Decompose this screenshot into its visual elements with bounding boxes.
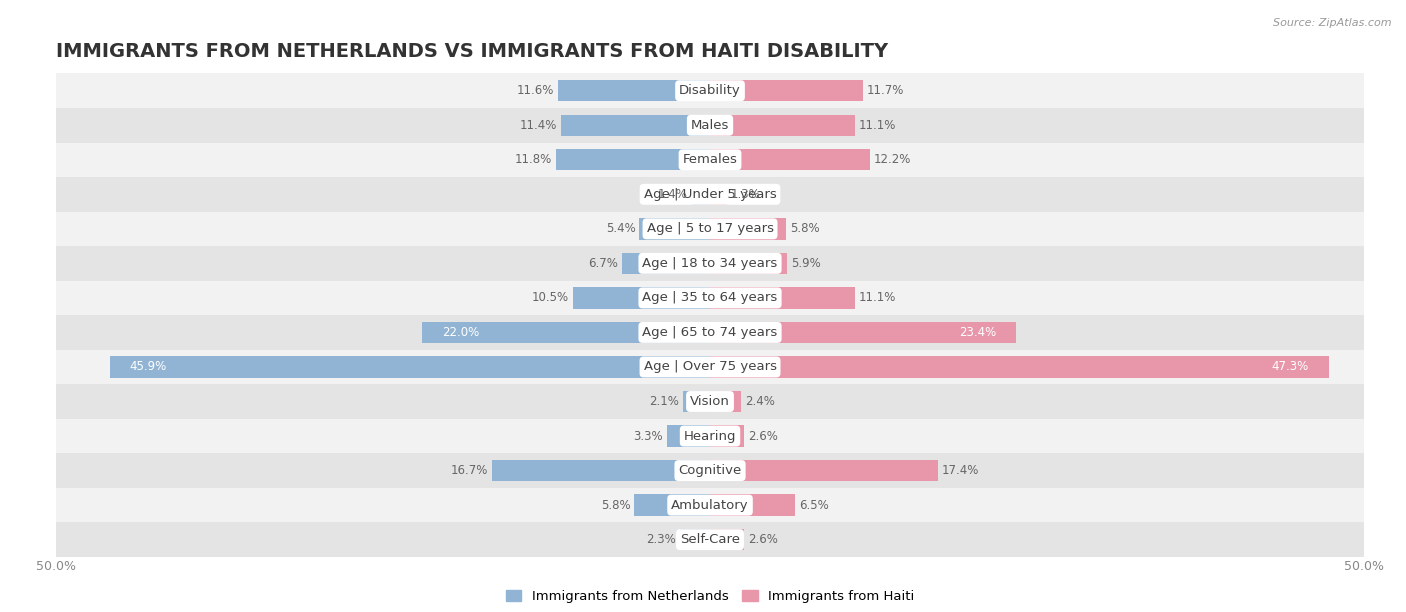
Text: Source: ZipAtlas.com: Source: ZipAtlas.com [1274, 18, 1392, 28]
Text: Age | 65 to 74 years: Age | 65 to 74 years [643, 326, 778, 339]
Bar [710, 322, 1017, 343]
Bar [492, 460, 710, 481]
Text: Disability: Disability [679, 84, 741, 97]
Bar [56, 453, 1364, 488]
Bar [710, 391, 741, 412]
Text: 6.5%: 6.5% [799, 499, 828, 512]
Bar [56, 384, 1364, 419]
Text: 22.0%: 22.0% [441, 326, 479, 339]
Bar [561, 114, 710, 136]
Bar [710, 425, 744, 447]
Bar [710, 184, 727, 205]
Bar [56, 212, 1364, 246]
Bar [56, 246, 1364, 281]
Bar [710, 80, 863, 102]
Bar [56, 281, 1364, 315]
Bar [710, 149, 869, 171]
Bar [56, 73, 1364, 108]
Bar [710, 287, 855, 308]
Text: IMMIGRANTS FROM NETHERLANDS VS IMMIGRANTS FROM HAITI DISABILITY: IMMIGRANTS FROM NETHERLANDS VS IMMIGRANT… [56, 42, 889, 61]
Bar [681, 529, 710, 550]
Text: 16.7%: 16.7% [450, 464, 488, 477]
Text: Ambulatory: Ambulatory [671, 499, 749, 512]
Text: 2.3%: 2.3% [647, 533, 676, 546]
Bar [710, 460, 938, 481]
Text: 11.6%: 11.6% [517, 84, 554, 97]
Bar [56, 349, 1364, 384]
Bar [682, 391, 710, 412]
Bar [56, 177, 1364, 212]
Bar [710, 253, 787, 274]
Text: 47.3%: 47.3% [1271, 360, 1309, 373]
Text: 5.4%: 5.4% [606, 222, 636, 236]
Bar [710, 529, 744, 550]
Bar [623, 253, 710, 274]
Text: 11.7%: 11.7% [868, 84, 904, 97]
Text: 11.4%: 11.4% [520, 119, 557, 132]
Text: Age | 5 to 17 years: Age | 5 to 17 years [647, 222, 773, 236]
Bar [422, 322, 710, 343]
Bar [710, 114, 855, 136]
Bar [555, 149, 710, 171]
Bar [692, 184, 710, 205]
Bar [56, 315, 1364, 349]
Bar [56, 108, 1364, 143]
Bar [666, 425, 710, 447]
Text: Males: Males [690, 119, 730, 132]
Text: 1.4%: 1.4% [658, 188, 688, 201]
Text: Cognitive: Cognitive [679, 464, 741, 477]
Bar [710, 494, 794, 516]
Bar [56, 419, 1364, 453]
Bar [710, 218, 786, 239]
Text: 6.7%: 6.7% [589, 257, 619, 270]
Text: 17.4%: 17.4% [942, 464, 979, 477]
Text: 11.1%: 11.1% [859, 119, 897, 132]
Text: 45.9%: 45.9% [129, 360, 167, 373]
Text: 3.3%: 3.3% [633, 430, 664, 442]
Text: 5.9%: 5.9% [792, 257, 821, 270]
Bar [640, 218, 710, 239]
Text: Vision: Vision [690, 395, 730, 408]
Legend: Immigrants from Netherlands, Immigrants from Haiti: Immigrants from Netherlands, Immigrants … [501, 584, 920, 608]
Text: Age | Over 75 years: Age | Over 75 years [644, 360, 776, 373]
Text: 23.4%: 23.4% [959, 326, 997, 339]
Text: 2.6%: 2.6% [748, 533, 778, 546]
Text: Self-Care: Self-Care [681, 533, 740, 546]
Text: 2.1%: 2.1% [648, 395, 679, 408]
Text: 5.8%: 5.8% [600, 499, 630, 512]
Text: 12.2%: 12.2% [873, 153, 911, 166]
Text: Hearing: Hearing [683, 430, 737, 442]
Text: Age | 35 to 64 years: Age | 35 to 64 years [643, 291, 778, 304]
Bar [572, 287, 710, 308]
Text: 1.3%: 1.3% [731, 188, 761, 201]
Bar [710, 356, 1329, 378]
Text: 11.1%: 11.1% [859, 291, 897, 304]
Text: 11.8%: 11.8% [515, 153, 551, 166]
Bar [634, 494, 710, 516]
Text: Females: Females [682, 153, 738, 166]
Text: 10.5%: 10.5% [531, 291, 569, 304]
Text: Age | 18 to 34 years: Age | 18 to 34 years [643, 257, 778, 270]
Bar [56, 143, 1364, 177]
Text: 2.4%: 2.4% [745, 395, 775, 408]
Bar [56, 488, 1364, 523]
Text: Age | Under 5 years: Age | Under 5 years [644, 188, 776, 201]
Text: 5.8%: 5.8% [790, 222, 820, 236]
Text: 2.6%: 2.6% [748, 430, 778, 442]
Bar [56, 523, 1364, 557]
Bar [558, 80, 710, 102]
Bar [110, 356, 710, 378]
